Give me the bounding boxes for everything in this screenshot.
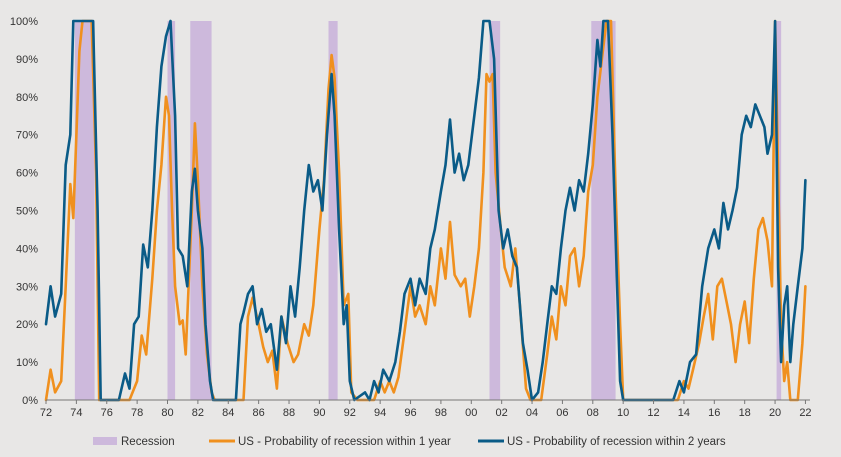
recession-band: [74, 21, 95, 400]
y-tick-label: 90%: [16, 54, 38, 66]
x-tick-label: 90: [313, 407, 325, 419]
x-tick-labels: 72 74 76 78 80 82 84 86 88 90 92 94 96 98 00 02 04 06 08 10…: [40, 400, 812, 419]
x-tick-label: 22: [799, 407, 811, 419]
x-tick-label: 94: [374, 407, 386, 419]
legend-recession-swatch: [93, 437, 117, 445]
y-tick-label: 30%: [16, 281, 38, 293]
x-tick-label: 78: [131, 407, 143, 419]
y-tick-label: 0%: [22, 395, 38, 407]
series-lines: [44, 19, 807, 402]
x-tick-label: 96: [404, 407, 416, 419]
series-line-2y: [44, 19, 807, 402]
x-tick-label: 14: [678, 407, 690, 419]
x-tick-label: 02: [496, 407, 508, 419]
x-tick-label: 74: [70, 407, 82, 419]
recession-bands: [74, 21, 782, 400]
legend: Recession US - Probability of recession …: [93, 436, 726, 448]
x-tick-label: 04: [526, 407, 538, 419]
x-tick-label: 18: [739, 407, 751, 419]
y-tick-label: 60%: [16, 168, 38, 180]
y-tick-label: 10%: [16, 357, 38, 369]
y-tick-label: 20%: [16, 319, 38, 331]
y-tick-label: 50%: [16, 206, 38, 218]
x-tick-label: 06: [556, 407, 568, 419]
legend-recession-label: Recession: [121, 436, 175, 448]
x-tick-label: 98: [435, 407, 447, 419]
legend-1y-label: US - Probability of recession within 1 y…: [238, 436, 451, 448]
x-tick-label: 86: [253, 407, 265, 419]
x-tick-label: 88: [283, 407, 295, 419]
x-tick-label: 82: [192, 407, 204, 419]
x-tick-label: 16: [708, 407, 720, 419]
x-tick-label: 84: [222, 407, 234, 419]
recession-band: [328, 21, 338, 400]
y-tick-label: 40%: [16, 243, 38, 255]
legend-2y-label: US - Probability of recession within 2 y…: [507, 436, 726, 448]
x-tick-label: 76: [101, 407, 113, 419]
x-tick-label: 00: [465, 407, 477, 419]
x-tick-label: 10: [617, 407, 629, 419]
y-tick-label: 80%: [16, 92, 38, 104]
x-tick-label: 08: [587, 407, 599, 419]
y-tick-label: 70%: [16, 130, 38, 142]
series-line-1y: [44, 19, 807, 402]
x-tick-label: 80: [161, 407, 173, 419]
x-tick-label: 72: [40, 407, 52, 419]
recession-band: [190, 21, 212, 400]
x-tick-label: 12: [647, 407, 659, 419]
x-tick-label: 20: [769, 407, 781, 419]
y-tick-label: 100%: [10, 16, 38, 28]
recession-band: [489, 21, 501, 400]
y-tick-labels: 0% 10% 20% 30% 40% 50% 60% 70% 80% 90% 100%: [10, 16, 38, 407]
x-tick-label: 92: [344, 407, 356, 419]
